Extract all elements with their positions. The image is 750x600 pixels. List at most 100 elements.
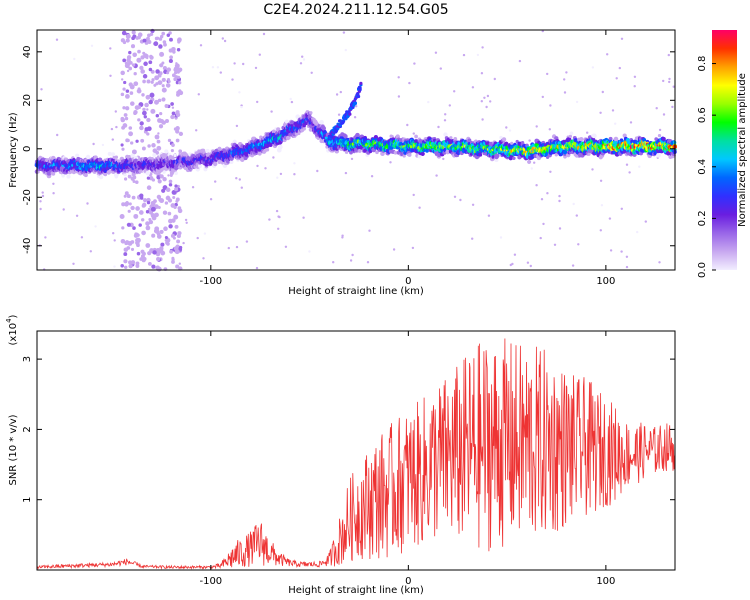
spectrogram-cell — [368, 229, 371, 232]
spectrogram-cell — [171, 258, 175, 262]
spectrogram-cell — [184, 218, 188, 222]
spectrogram-cell — [572, 202, 575, 206]
spectrogram-cell — [159, 198, 165, 204]
spectrogram-cell — [434, 51, 438, 54]
spectrogram-cell — [412, 132, 415, 135]
spectrogram-cell — [132, 52, 137, 58]
spectrogram-cell — [202, 257, 205, 260]
spectrogram-cell — [150, 69, 155, 74]
spectrogram-cell — [159, 246, 164, 251]
spectrogram-cell — [601, 90, 604, 94]
spectrogram-cell — [599, 179, 603, 182]
spectrogram-cell — [128, 126, 133, 130]
spectrogram-cell — [501, 137, 507, 142]
spectrogram-cell — [614, 122, 617, 125]
spectrogram-cell — [182, 241, 185, 245]
spectrogram-cell — [137, 118, 141, 122]
spectrogram-cell — [257, 151, 262, 156]
spectrogram-cell — [120, 92, 125, 97]
spectrogram-cell — [178, 131, 184, 137]
spectrogram-cell — [546, 72, 549, 76]
spectrogram-cell — [174, 184, 178, 188]
spectrogram-cell — [168, 58, 173, 64]
spectrogram-cell — [145, 94, 151, 100]
spectrogram-cell — [546, 192, 549, 195]
spectrogram-cell — [126, 69, 130, 73]
spectrogram-cell — [130, 153, 135, 158]
spectrogram-cell — [341, 234, 344, 237]
spectrogram-cell — [339, 90, 342, 94]
spectrogram-cell — [128, 131, 134, 137]
spectrogram-cell — [144, 127, 149, 132]
spectrogram-cell — [126, 246, 131, 250]
spectrogram-cell — [268, 218, 271, 221]
spectrogram-cell — [231, 78, 234, 81]
spectrogram-cell — [98, 174, 104, 180]
spectrogram-cell — [530, 167, 533, 170]
spectrogram-cell — [124, 191, 129, 196]
spectrogram-cell — [656, 153, 661, 158]
spectrogram-cell — [39, 207, 42, 211]
spectrogram-cell — [638, 165, 641, 168]
spectrogram-cell — [126, 222, 132, 227]
spectrogram-cell — [141, 146, 146, 151]
spectrogram-cell — [321, 126, 326, 131]
spectrogram-cell — [139, 193, 144, 198]
spectrogram-cell — [40, 88, 43, 91]
spectrogram-cell — [161, 31, 166, 36]
spectrogram-cell — [196, 236, 199, 240]
spectrogram-cell — [528, 139, 531, 142]
spectrogram-cell — [655, 107, 658, 110]
snr-x-label: Height of straight line (km) — [288, 585, 424, 596]
spectrogram-cell — [199, 44, 203, 47]
spectrogram-cell — [151, 78, 155, 82]
spectrogram-cell — [308, 250, 311, 253]
spectrogram-cell — [308, 127, 313, 132]
spectrogram-cell — [124, 116, 129, 121]
spectrogram-cell — [599, 229, 602, 232]
spectrogram-cell — [157, 132, 160, 135]
spectrogram-cell — [453, 136, 458, 141]
spectrogram-cell — [153, 229, 158, 233]
spectrogram-cell — [125, 94, 130, 99]
spectrogram-cell — [174, 187, 179, 192]
spectrogram-cell — [145, 243, 151, 248]
spectrogram-cell — [587, 152, 591, 156]
spectrogram-cell — [128, 260, 133, 265]
spectrogram-cell — [541, 95, 544, 99]
spectrogram-cell — [625, 265, 629, 269]
spectrogram-cell — [148, 220, 154, 225]
spectrogram-cell — [636, 230, 639, 234]
spectrogram-cell — [240, 186, 243, 189]
spectrogram-cell — [211, 66, 215, 69]
spectrogram-cell — [608, 217, 612, 220]
spectrogram-cell — [146, 200, 151, 205]
spectrogram-cell — [113, 172, 119, 178]
spectrogram-cell — [176, 48, 181, 52]
spectrogram-cell — [277, 215, 280, 218]
spectrogram-cell — [397, 95, 401, 98]
spectrogram-cell — [128, 50, 132, 55]
spectrogram-cell — [131, 172, 136, 177]
spectrogram-cell — [575, 214, 578, 217]
spectrogram-cell — [462, 53, 466, 57]
spectrogram-cell — [591, 66, 595, 69]
spectrogram-cell — [120, 239, 126, 244]
spectrogram-cell — [122, 87, 126, 91]
spectrogram-cell — [563, 91, 567, 94]
spectrogram-cell — [149, 55, 154, 60]
spectrogram-cell — [143, 115, 148, 119]
spectrogram-cell — [122, 106, 126, 110]
spectrogram-cell — [471, 237, 474, 240]
spectrogram-cell — [357, 94, 361, 99]
spectrogram-cell — [571, 264, 575, 267]
spectrogram-cell — [129, 84, 134, 89]
spectrogram-cell — [151, 264, 156, 269]
spectrogram-cell — [167, 211, 172, 216]
spectrogram-cell — [130, 44, 136, 49]
spectrogram-cell — [146, 117, 151, 123]
spectrogram-cell — [177, 75, 181, 79]
spectrogram-cell — [58, 157, 62, 161]
spectrogram-cell — [407, 152, 412, 157]
spectrogram-cell — [156, 139, 161, 144]
